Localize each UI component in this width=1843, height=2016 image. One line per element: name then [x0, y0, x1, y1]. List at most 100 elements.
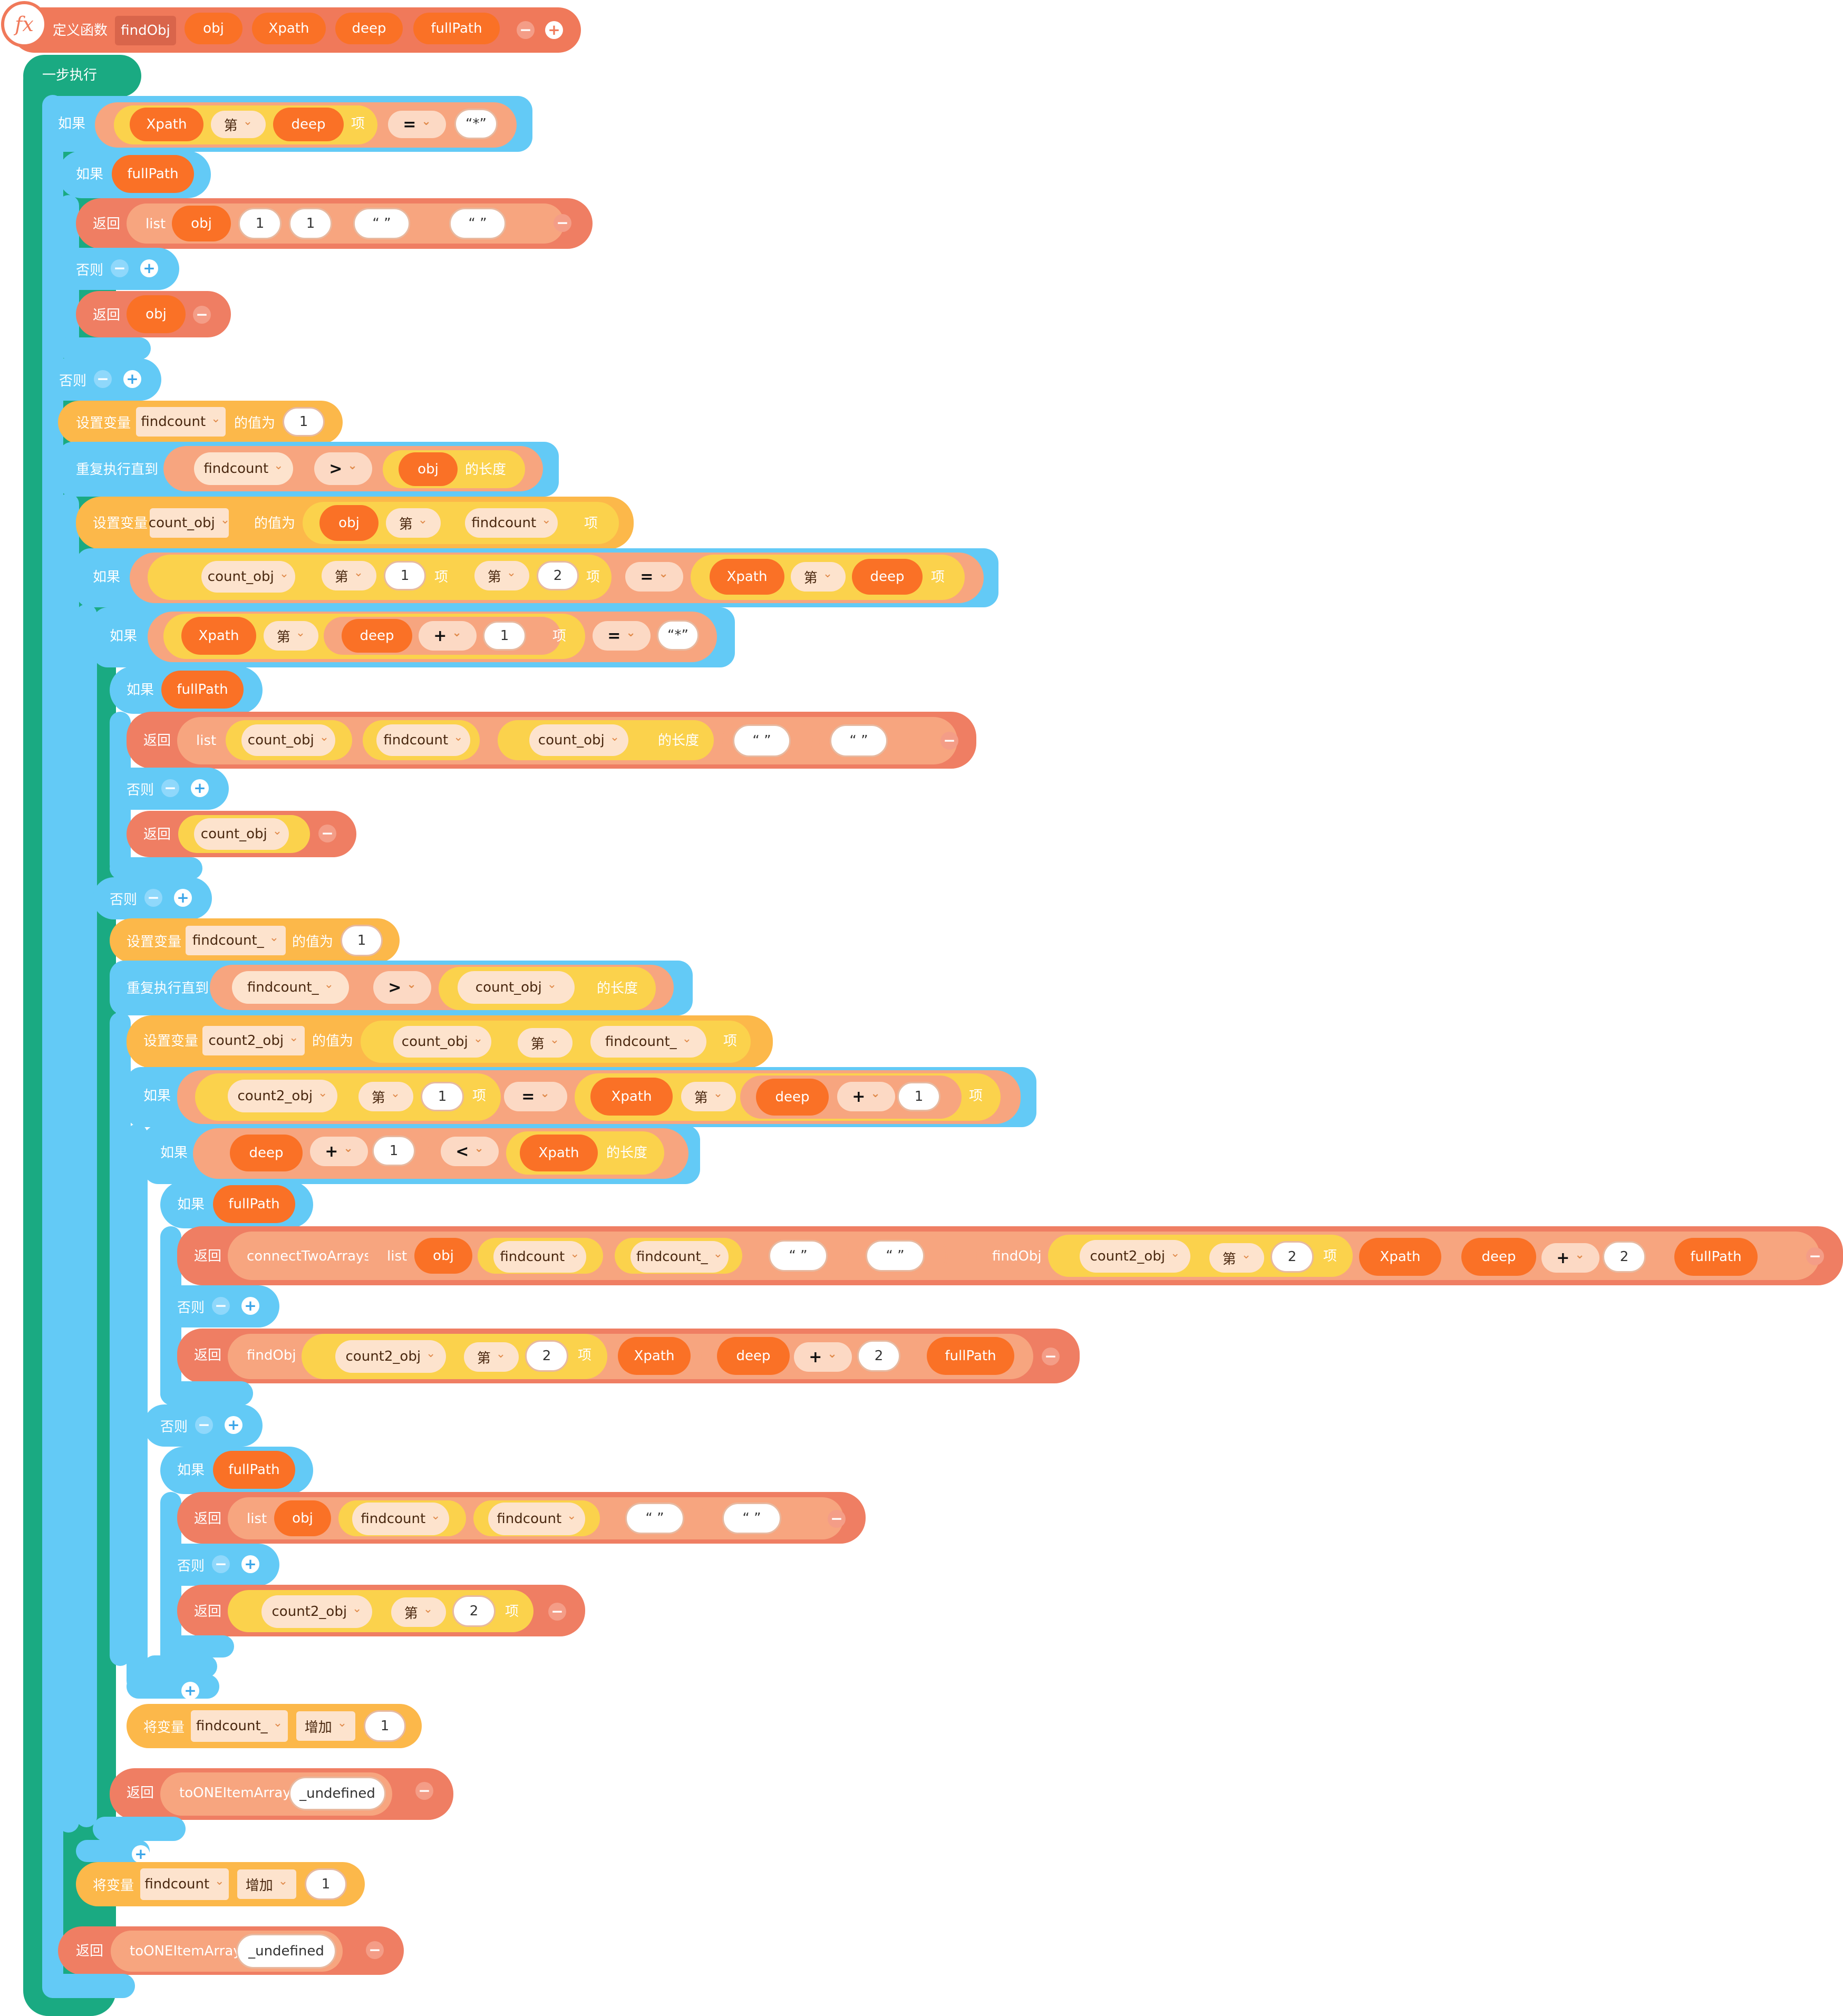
variable-dropdown[interactable]: count_obj [458, 971, 575, 1004]
literal-1[interactable]: 1 [283, 407, 325, 437]
eq-operator[interactable]: = [504, 1082, 567, 1111]
xpath-arg[interactable]: Xpath [710, 559, 784, 595]
deep-arg[interactable]: deep [1461, 1238, 1536, 1276]
literal-1[interactable]: 1 [897, 1082, 940, 1111]
fullpath-arg[interactable]: fullPath [213, 1451, 295, 1489]
empty-literal[interactable]: “ ” [830, 724, 888, 757]
deep-arg[interactable]: deep [342, 619, 412, 653]
deep-arg[interactable]: deep [717, 1337, 790, 1375]
fullpath-arg[interactable]: fullPath [1674, 1238, 1758, 1276]
literal-1[interactable]: 1 [238, 208, 282, 239]
if-end[interactable] [110, 857, 202, 879]
literal-2[interactable]: 2 [1270, 1241, 1314, 1273]
else-minus[interactable]: − [111, 259, 129, 277]
undefined-literal[interactable]: _undefined [236, 1934, 336, 1969]
empty-literal[interactable]: “ ” [866, 1240, 925, 1272]
variable-dropdown[interactable]: findcount_ [630, 1241, 729, 1273]
param-xpath[interactable]: Xpath [252, 13, 326, 44]
else-plus[interactable]: + [225, 1416, 242, 1434]
nth-dropdown[interactable]: 第 [681, 1082, 736, 1111]
empty-literal[interactable]: “ ” [625, 1503, 684, 1534]
plus-operator[interactable]: + [1541, 1243, 1599, 1273]
fullpath-arg[interactable]: fullPath [161, 671, 244, 709]
eq-operator[interactable]: = [625, 562, 683, 592]
variable-dropdown[interactable]: findcount_ [186, 926, 286, 955]
variable-dropdown[interactable]: findcount_ [590, 1026, 706, 1058]
remove-button[interactable]: − [554, 214, 571, 232]
xpath-arg[interactable]: Xpath [618, 1337, 691, 1375]
variable-dropdown[interactable]: count2_obj [1080, 1240, 1190, 1273]
nth-dropdown[interactable]: 第 [791, 562, 846, 592]
param-fullpath[interactable]: fullPath [413, 13, 500, 44]
obj-arg[interactable]: obj [399, 452, 458, 486]
variable-dropdown[interactable]: findcount [140, 1868, 229, 1900]
remove-button[interactable]: − [366, 1941, 384, 1959]
remove-button[interactable]: − [940, 732, 958, 750]
variable-dropdown[interactable]: count2_obj [261, 1595, 372, 1628]
xpath-arg[interactable]: Xpath [590, 1078, 673, 1116]
else-minus[interactable]: − [195, 1416, 213, 1434]
literal-2[interactable]: 2 [525, 1340, 568, 1372]
variable-dropdown[interactable]: count_obj [201, 561, 295, 593]
variable-dropdown[interactable]: findcount_ [232, 971, 349, 1004]
variable-dropdown[interactable]: count_obj [241, 724, 335, 756]
variable-dropdown[interactable]: count_obj [194, 818, 289, 850]
plus-operator[interactable]: + [794, 1342, 852, 1372]
remove-button[interactable]: − [1042, 1348, 1060, 1365]
obj-arg[interactable]: obj [172, 206, 231, 241]
remove-button[interactable]: − [828, 1510, 846, 1528]
empty-literal[interactable]: “ ” [353, 208, 410, 239]
literal-1[interactable]: 1 [384, 561, 426, 590]
literal-2[interactable]: 2 [1603, 1241, 1646, 1273]
nth-dropdown[interactable]: 第 [1209, 1243, 1264, 1273]
gt-operator[interactable]: > [373, 971, 431, 1004]
nth-dropdown[interactable]: 第 [322, 561, 376, 590]
else-minus[interactable]: − [94, 370, 112, 388]
if-end[interactable] [93, 1817, 186, 1841]
literal-1[interactable]: 1 [364, 1710, 406, 1742]
fullpath-arg[interactable]: fullPath [112, 155, 194, 193]
remove-param-button[interactable]: − [517, 21, 535, 39]
xpath-arg[interactable]: Xpath [520, 1135, 598, 1171]
undefined-literal[interactable]: _undefined [289, 1777, 386, 1810]
nth-dropdown[interactable]: 第 [474, 561, 529, 590]
step-block-header[interactable] [23, 55, 141, 97]
eq-operator[interactable]: = [388, 111, 446, 138]
if-end[interactable] [160, 1635, 234, 1658]
nth-dropdown[interactable]: 第 [391, 1597, 446, 1627]
empty-literal[interactable]: “ ” [722, 1503, 781, 1534]
else-plus[interactable]: + [241, 1297, 259, 1315]
plus-operator[interactable]: + [837, 1082, 895, 1111]
param-obj[interactable]: obj [185, 13, 242, 44]
remove-button[interactable]: − [415, 1782, 433, 1800]
star-literal[interactable]: “*” [454, 109, 498, 139]
if-plus[interactable]: + [132, 1845, 150, 1863]
star-literal[interactable]: “*” [657, 620, 699, 651]
remove-button[interactable]: − [548, 1603, 566, 1621]
variable-dropdown[interactable]: findcount [352, 1503, 449, 1535]
xpath-arg[interactable]: Xpath [130, 108, 203, 141]
remove-button[interactable]: − [318, 825, 336, 842]
else-minus[interactable]: − [144, 889, 162, 907]
variable-dropdown[interactable]: findcount [376, 724, 470, 756]
else-plus[interactable]: + [191, 779, 209, 797]
repeat-spine[interactable] [58, 493, 79, 1833]
nth-dropdown[interactable]: 第 [358, 1082, 413, 1111]
deep-arg[interactable]: deep [852, 559, 923, 595]
literal-1[interactable]: 1 [341, 925, 383, 956]
variable-dropdown[interactable]: count2_obj [228, 1080, 337, 1112]
function-name-field[interactable]: findObj [115, 16, 176, 45]
nth-dropdown[interactable]: 第 [464, 1342, 519, 1372]
param-deep[interactable]: deep [335, 13, 403, 44]
deep-arg[interactable]: deep [230, 1135, 303, 1171]
variable-dropdown[interactable]: findcount_ [191, 1710, 288, 1742]
xpath-arg[interactable]: Xpath [1359, 1238, 1441, 1276]
if-spine[interactable] [127, 1124, 148, 1691]
empty-literal[interactable]: “ ” [449, 208, 506, 239]
else-plus[interactable]: + [140, 259, 158, 277]
nth-dropdown[interactable]: 第 [386, 508, 441, 538]
plus-operator[interactable]: + [310, 1137, 368, 1166]
if-spine[interactable] [76, 604, 97, 1827]
if-end[interactable] [160, 1381, 253, 1406]
